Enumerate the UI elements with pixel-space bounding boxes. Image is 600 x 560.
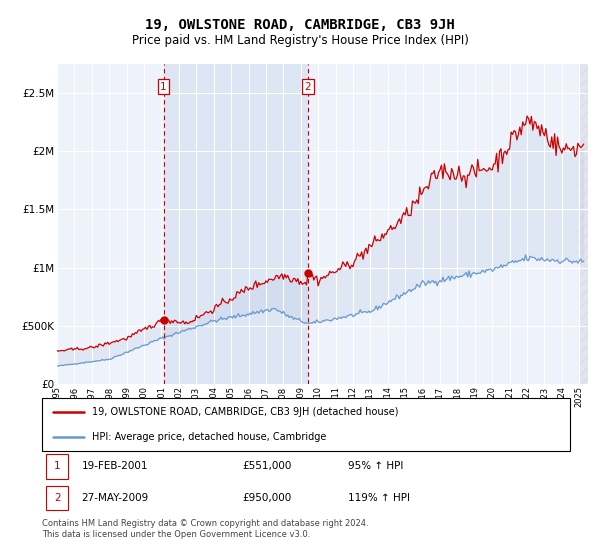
Text: Contains HM Land Registry data © Crown copyright and database right 2024.
This d: Contains HM Land Registry data © Crown c… <box>42 519 368 539</box>
Text: 2: 2 <box>54 493 61 503</box>
Text: £551,000: £551,000 <box>242 461 292 472</box>
Text: 2: 2 <box>304 82 311 92</box>
Text: 19, OWLSTONE ROAD, CAMBRIDGE, CB3 9JH: 19, OWLSTONE ROAD, CAMBRIDGE, CB3 9JH <box>145 18 455 32</box>
Text: 119% ↑ HPI: 119% ↑ HPI <box>348 493 410 503</box>
Text: 19, OWLSTONE ROAD, CAMBRIDGE, CB3 9JH (detached house): 19, OWLSTONE ROAD, CAMBRIDGE, CB3 9JH (d… <box>92 408 398 418</box>
Text: 95% ↑ HPI: 95% ↑ HPI <box>348 461 404 472</box>
Text: 1: 1 <box>160 82 167 92</box>
Text: 19-FEB-2001: 19-FEB-2001 <box>82 461 148 472</box>
Text: 1: 1 <box>54 461 61 472</box>
Text: 27-MAY-2009: 27-MAY-2009 <box>82 493 149 503</box>
Bar <box>579 64 588 384</box>
Bar <box>46 454 68 479</box>
Bar <box>46 486 68 510</box>
Text: HPI: Average price, detached house, Cambridge: HPI: Average price, detached house, Camb… <box>92 432 326 442</box>
Bar <box>164 64 308 384</box>
Text: Price paid vs. HM Land Registry's House Price Index (HPI): Price paid vs. HM Land Registry's House … <box>131 34 469 46</box>
Text: £950,000: £950,000 <box>242 493 292 503</box>
